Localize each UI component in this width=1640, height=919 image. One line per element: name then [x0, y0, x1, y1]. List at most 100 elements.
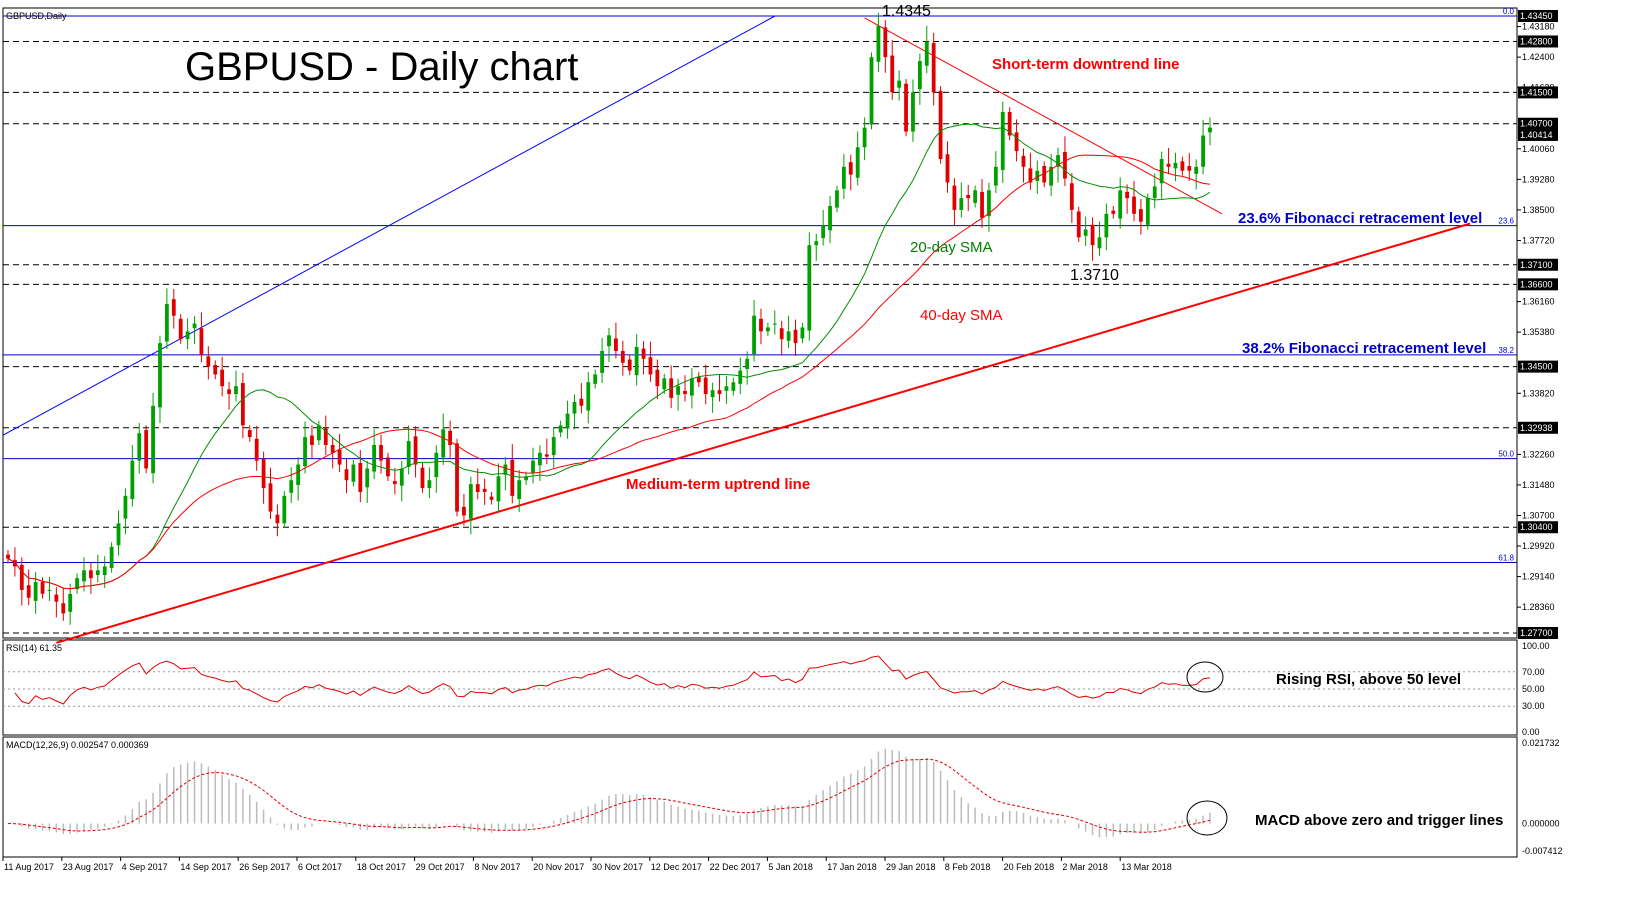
- candle-body: [828, 205, 832, 231]
- candle-body: [1201, 135, 1205, 167]
- price-tick-label: 1.33820: [1522, 388, 1555, 398]
- candle-body: [116, 523, 121, 546]
- candle-body: [786, 331, 791, 341]
- candle-body: [137, 433, 142, 461]
- candle-body: [1056, 155, 1060, 167]
- candle-body: [517, 480, 522, 500]
- candle-body: [917, 61, 922, 90]
- price-level-box: [1518, 10, 1558, 22]
- candle-body: [102, 566, 107, 576]
- date-tick-label: 2 Mar 2018: [1062, 862, 1108, 872]
- candle-body: [593, 374, 598, 384]
- candle-body: [869, 57, 874, 125]
- candle-body: [855, 147, 860, 178]
- candle-body: [1035, 170, 1040, 181]
- candle-body: [358, 462, 363, 492]
- candle-body: [800, 327, 805, 339]
- candle-body: [413, 436, 418, 465]
- candle-body: [883, 27, 888, 58]
- candle-body: [1104, 213, 1109, 238]
- candle-body: [600, 350, 604, 373]
- candle-body: [1208, 127, 1212, 133]
- macd-label: MACD(12,26,9) 0.002547 0.000369: [6, 740, 149, 750]
- macd-pane: [2, 736, 1518, 858]
- fib-level-label: 23.6: [1498, 217, 1514, 226]
- candle-body: [510, 459, 515, 496]
- candle-body: [275, 514, 280, 524]
- candle-body: [164, 303, 169, 342]
- date-tick-label: 6 Oct 2017: [298, 862, 342, 872]
- candle-body: [1125, 191, 1130, 199]
- candle-body: [171, 299, 176, 316]
- candle-body: [379, 444, 383, 461]
- candle-body: [296, 464, 301, 485]
- price-tick-label: 1.40060: [1522, 144, 1555, 154]
- price-tick-label: 1.29920: [1522, 541, 1555, 551]
- candle-body: [351, 464, 356, 482]
- sma20-label: 20-day SMA: [910, 239, 993, 256]
- candle-body: [1111, 210, 1116, 214]
- date-tick-label: 29 Jan 2018: [886, 862, 936, 872]
- price-level-label: 1.36600: [1520, 279, 1553, 289]
- candle-body: [316, 425, 321, 441]
- price-tick-label: 1.30700: [1522, 510, 1555, 520]
- candle-body: [220, 369, 225, 387]
- candle-body: [586, 382, 591, 411]
- candle-body: [980, 191, 984, 218]
- macd-tick-label: -0.007412: [1522, 846, 1563, 856]
- candle-body: [911, 92, 915, 132]
- candle-body: [441, 429, 446, 458]
- candle-body: [462, 506, 466, 516]
- macd-signal-line: [7, 758, 1211, 833]
- candle-body: [206, 356, 211, 367]
- candle-body: [303, 437, 307, 467]
- candle-body: [392, 481, 397, 485]
- candle-body: [731, 382, 736, 391]
- candle-body: [365, 468, 370, 488]
- candle-body: [717, 390, 722, 395]
- candle-body: [151, 405, 155, 474]
- candle-body: [40, 582, 45, 594]
- fib-level-label: 0.0: [1503, 7, 1515, 16]
- candle-body: [662, 378, 667, 390]
- candle-body: [130, 460, 135, 500]
- candle-body: [1145, 198, 1150, 225]
- candle-body: [531, 460, 535, 474]
- candle-body: [1076, 211, 1081, 238]
- candle-body: [1000, 111, 1005, 170]
- fib-level-label: 61.8: [1498, 553, 1514, 562]
- candle-body: [1069, 183, 1074, 210]
- candle-body: [841, 166, 846, 189]
- fib-level-label: 50.0: [1498, 450, 1514, 459]
- candle-body: [448, 430, 453, 445]
- candle-body: [192, 323, 197, 329]
- candle-body: [33, 582, 38, 601]
- candle-body: [938, 90, 943, 159]
- price-tick-label: 1.37720: [1522, 235, 1555, 245]
- price-pane: [2, 7, 1518, 639]
- candle-body: [503, 464, 508, 475]
- candle-body: [227, 389, 231, 395]
- candle-body: [123, 495, 128, 519]
- candle-body: [814, 241, 819, 246]
- date-tick-label: 11 Aug 2017: [4, 862, 54, 872]
- price-level-box: [1518, 128, 1558, 141]
- candle-body: [282, 495, 287, 524]
- candle-body: [793, 329, 798, 344]
- channel-line: [2, 15, 776, 436]
- candle-body: [19, 564, 24, 590]
- candle-body: [848, 162, 853, 175]
- candle-body: [904, 83, 908, 132]
- candle-body: [572, 401, 577, 414]
- candle-body: [696, 376, 701, 383]
- candle-body: [544, 454, 549, 457]
- date-tick-label: 30 Nov 2017: [592, 862, 643, 872]
- candle-body: [1180, 161, 1185, 171]
- macd-tick-label: 0.000000: [1522, 819, 1560, 829]
- macd-annotation: MACD above zero and trigger lines: [1255, 812, 1503, 829]
- candle-body: [641, 348, 646, 359]
- date-tick-label: 26 Sep 2017: [239, 862, 290, 872]
- candle-body: [234, 386, 238, 395]
- price-level-box: [1518, 35, 1558, 48]
- candle-body: [47, 589, 52, 591]
